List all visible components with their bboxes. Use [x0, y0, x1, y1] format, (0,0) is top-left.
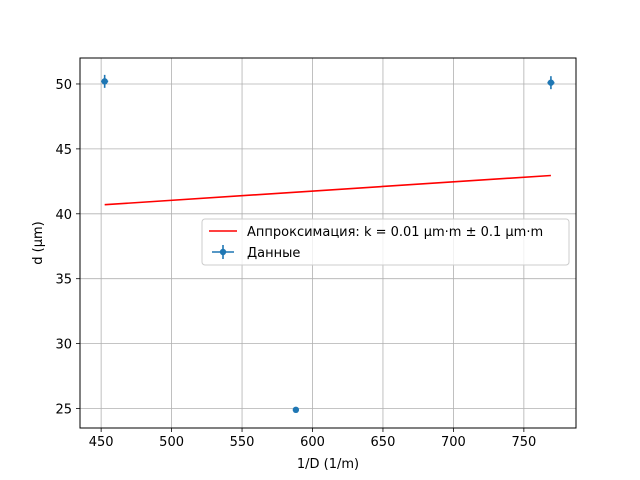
- data-marker: [292, 406, 300, 414]
- y-tick-label: 50: [55, 78, 72, 93]
- x-axis-label: 1/D (1/m): [297, 457, 359, 472]
- data-point: [292, 406, 300, 414]
- fit-line: [104, 174, 551, 206]
- y-tick-label: 40: [55, 208, 72, 223]
- legend: Аппроксимация: k = 0.01 µm·m ± 0.1 µm·m …: [201, 218, 570, 266]
- y-axis: 25 30 35 40 45 50: [55, 78, 80, 418]
- x-tick-label: 550: [230, 435, 255, 450]
- x-axis: 450 500 550 600 650 700 750: [89, 428, 536, 450]
- legend-box: [201, 218, 570, 266]
- y-tick-label: 25: [55, 403, 72, 418]
- series-layer: [101, 74, 555, 414]
- y-tick-label: 30: [55, 338, 72, 353]
- x-tick-label: 500: [159, 435, 184, 450]
- x-tick-label: 650: [371, 435, 396, 450]
- data-marker: [547, 79, 555, 86]
- y-tick-label: 45: [55, 143, 72, 158]
- data-point: [101, 74, 109, 88]
- legend-data-marker: [212, 245, 234, 259]
- data-point: [547, 76, 555, 90]
- x-tick-label: 750: [511, 435, 536, 450]
- y-tick-label: 35: [55, 273, 72, 288]
- legend-fit-label: Аппроксимация: k = 0.01 µm·m ± 0.1 µm·m: [247, 225, 543, 240]
- plot-area-frame: [79, 57, 577, 429]
- data-marker: [101, 78, 108, 85]
- legend-data-label: Данные: [247, 246, 300, 261]
- x-tick-label: 450: [89, 435, 114, 450]
- y-axis-label: d (µm): [31, 221, 46, 264]
- x-tick-label: 600: [300, 435, 325, 450]
- x-tick-label: 700: [441, 435, 466, 450]
